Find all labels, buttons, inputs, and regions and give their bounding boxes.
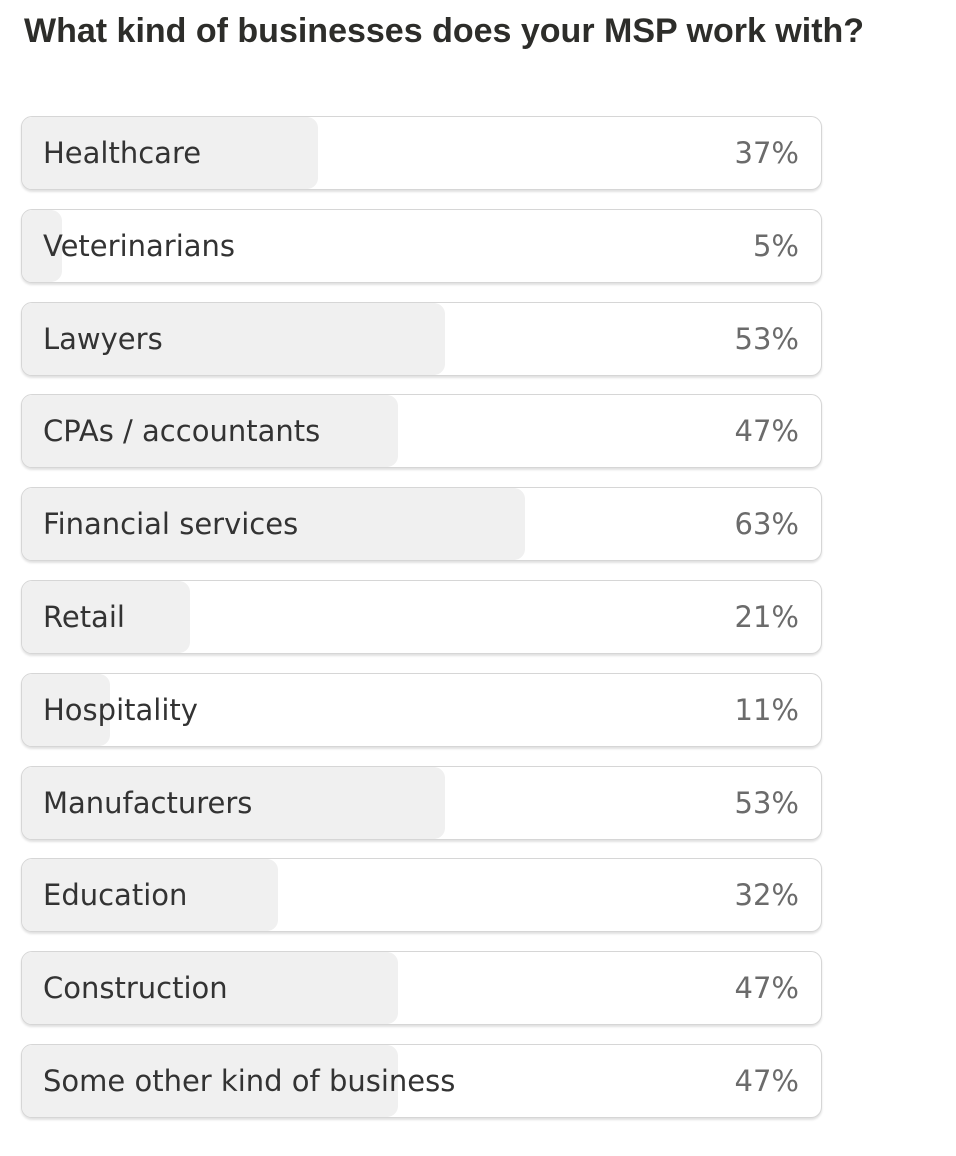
value-label: 53% <box>734 321 799 356</box>
poll-option: Retail 21% <box>21 580 822 654</box>
option-label: Manufacturers <box>43 785 253 820</box>
value-label: 21% <box>734 600 799 634</box>
value-label: 47% <box>734 1064 799 1098</box>
option-label: Retail <box>43 600 125 634</box>
value-label: 63% <box>734 507 799 542</box>
bar <box>22 395 398 468</box>
option-label: Lawyers <box>43 321 163 356</box>
poll-title: What kind of businesses does your MSP wo… <box>24 12 865 50</box>
bar <box>22 673 110 746</box>
bar <box>22 952 398 1025</box>
bar <box>22 581 190 653</box>
option-label: CPAs / accountants <box>43 414 321 449</box>
value-label: 47% <box>734 971 799 1006</box>
value-label: 53% <box>734 785 799 820</box>
poll-option: Some other kind of business 47% <box>21 1044 822 1118</box>
bar <box>22 209 62 282</box>
value-label: 47% <box>734 414 799 449</box>
bar <box>22 1045 398 1117</box>
poll-option: Education 32% <box>21 858 822 933</box>
option-label: Healthcare <box>43 136 202 170</box>
bar <box>22 117 318 189</box>
bar <box>22 766 446 839</box>
value-label: 32% <box>734 878 799 913</box>
poll-option: Manufacturers 53% <box>21 765 822 840</box>
poll-option: Construction 47% <box>21 951 822 1026</box>
option-label: Veterinarians <box>43 228 236 263</box>
bar <box>22 859 278 932</box>
poll-option: Veterinarians 5% <box>21 208 822 283</box>
value-label: 37% <box>734 136 799 170</box>
option-label: Education <box>43 878 188 913</box>
poll-option: Financial services 63% <box>21 487 822 562</box>
poll-option: Healthcare 37% <box>21 116 822 190</box>
option-label: Hospitality <box>43 692 198 727</box>
poll-option: Lawyers 53% <box>21 301 822 376</box>
poll-option: CPAs / accountants 47% <box>21 394 822 469</box>
value-label: 5% <box>752 228 799 263</box>
option-label: Some other kind of business <box>43 1064 456 1098</box>
option-label: Construction <box>43 971 228 1006</box>
bar <box>22 488 526 561</box>
value-label: 11% <box>734 692 799 727</box>
poll-option: Hospitality 11% <box>21 672 822 747</box>
option-label: Financial services <box>43 507 299 542</box>
bar <box>22 302 446 375</box>
